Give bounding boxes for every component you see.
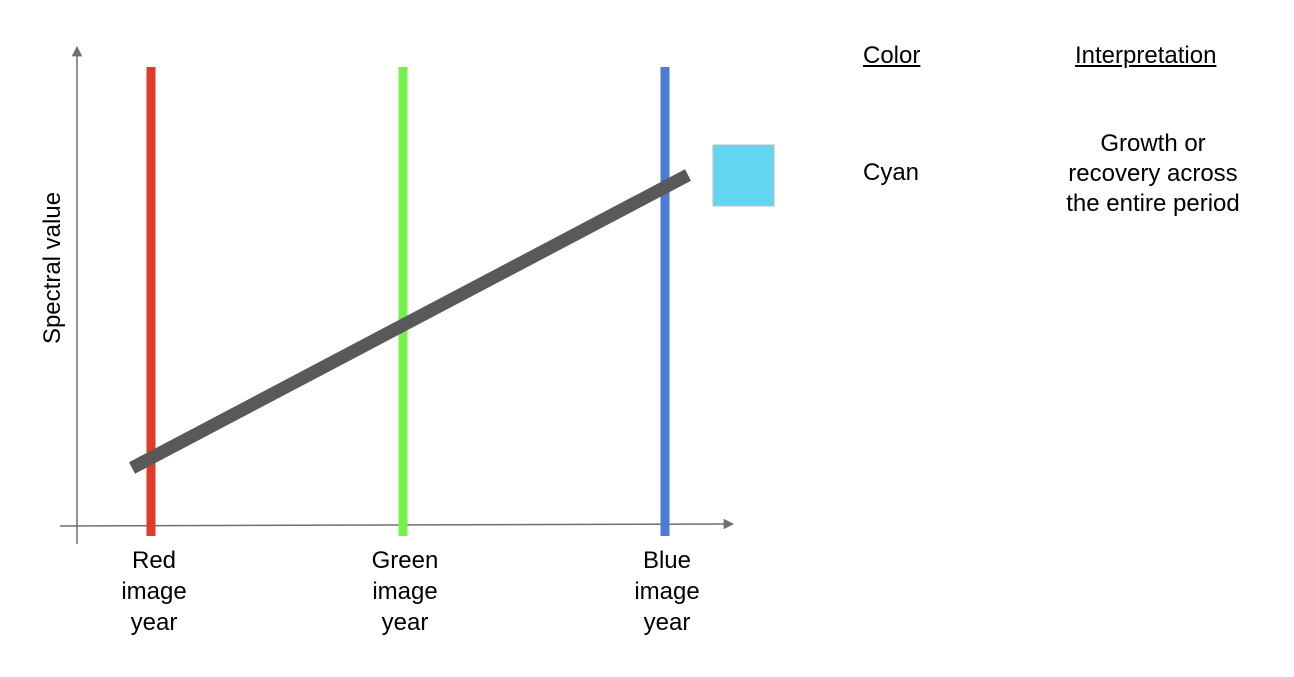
x-label-blue: Blue image year [634,547,700,636]
color-column-header: Color [863,42,921,69]
interpretation-column-header: Interpretation [1075,42,1217,69]
cyan-swatch [712,144,775,207]
x-label-green: Green image year [371,547,439,636]
trend-line [128,169,692,474]
y-axis-label: Spectral value [39,192,66,344]
x-label-red: Red image year [121,547,187,636]
x-axis [59,518,735,530]
spectral-diagram: Spectral value [39,45,775,544]
interpretation-value: Growth or recovery across the entire per… [1066,130,1240,217]
color-value: Cyan [863,159,920,186]
